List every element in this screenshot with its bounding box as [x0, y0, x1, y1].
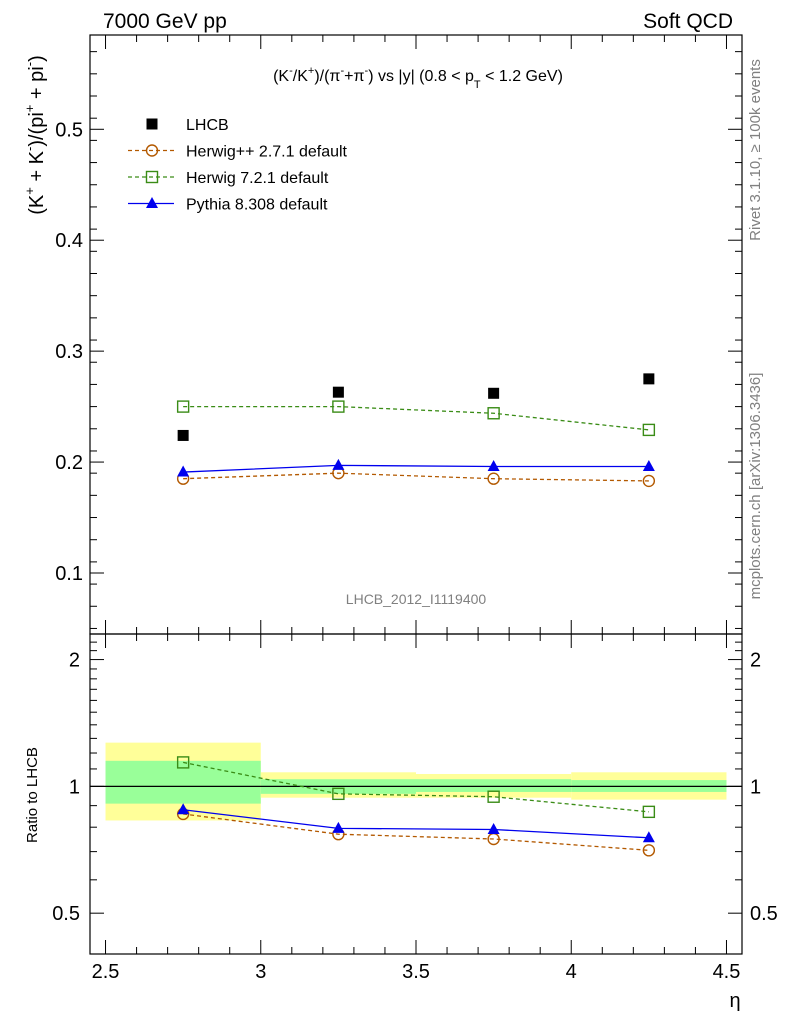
- main-ticks: 0.1 0.2 0.3 0.4 0.5: [55, 35, 742, 634]
- legend-label-herwig-7-2-1-default: Herwig 7.2.1 default: [186, 170, 329, 187]
- plot-title: (K-/K+)/(π-+π-) vs |y| (0.8 < pT < 1.2 G…: [273, 65, 563, 91]
- ratio-point-herwig-7-2-1-default: [642, 805, 656, 819]
- uncertainty-band-inner: [416, 779, 572, 792]
- data-point-herwig-7-2-1-default: [487, 407, 500, 420]
- legend-marker-herwig-2-7-1-default: [145, 144, 159, 157]
- legend-marker-herwig-7-2-1-default: [145, 170, 159, 184]
- data-point-lhcb: [488, 387, 500, 399]
- main-marks: [176, 373, 656, 488]
- data-point-pythia-8-308-default: [487, 460, 500, 472]
- ratio-point-herwig-7-2-1-default: [487, 790, 500, 803]
- data-point-herwig-2-7-1-default: [487, 472, 500, 485]
- ratio-y-tick-label-right: 2: [750, 650, 761, 672]
- header-left: 7000 GeV pp: [103, 10, 227, 33]
- data-point-lhcb: [643, 373, 655, 385]
- analysis-watermark: LHCB_2012_I1119400: [346, 591, 487, 607]
- header-right: Soft QCD: [643, 10, 733, 33]
- data-point-pythia-8-308-default: [642, 460, 655, 472]
- ratio-point-pythia-8-308-default: [332, 821, 345, 833]
- ratio-marks: [90, 742, 742, 857]
- ratio-line-pythia-8-308-default: [183, 809, 649, 839]
- main-panel: 0.1 0.2 0.3 0.4 0.5 (K-/K+)/(π-+π-) vs |y| (…: [22, 34, 743, 635]
- ratio-point-pythia-8-308-default: [642, 831, 655, 843]
- y-tick-label: 0.1: [55, 563, 83, 585]
- ratio-ylabel: Ratio to LHCB: [24, 747, 41, 843]
- series-line-pythia-8-308-default: [183, 464, 649, 473]
- ratio-y-tick-label-left: 2: [69, 650, 80, 672]
- mcplots-label: mcplots.cern.ch [arXiv:1306.3436]: [747, 373, 764, 600]
- ratio-point-herwig-7-2-1-default: [176, 756, 190, 769]
- ratio-point-pythia-8-308-default: [177, 803, 190, 815]
- x-tick-label: 3.5: [402, 961, 430, 983]
- ratio-point-herwig-2-7-1-default: [642, 844, 656, 857]
- legend-label-herwig-2-7-1-default: Herwig++ 2.7.1 default: [186, 144, 348, 161]
- main-ylabel: (K+ + K-)/(pi+ + pi-): [22, 55, 48, 215]
- legend-marker-lhcb: [146, 118, 158, 130]
- ratio-panel: 2.5 3 3.5 4 4.5 0.5 0.5 1 1 2 2 Ratio to LHCB η: [24, 633, 778, 1012]
- y-tick-label: 0.5: [55, 119, 83, 141]
- data-point-lhcb: [177, 429, 189, 441]
- x-tick-label: 2.5: [92, 961, 120, 983]
- x-tick-label: 3: [255, 961, 266, 983]
- ratio-point-pythia-8-308-default: [487, 822, 500, 834]
- data-point-herwig-7-2-1-default: [176, 400, 190, 413]
- x-tick-label: 4.5: [713, 961, 741, 983]
- data-point-lhcb: [332, 386, 344, 398]
- y-tick-label: 0.3: [55, 341, 83, 363]
- series-line-herwig-7-2-1-default: [183, 405, 649, 431]
- data-point-pythia-8-308-default: [177, 465, 190, 477]
- data-point-pythia-8-308-default: [332, 458, 345, 470]
- ratio-ticks: 2.5 3 3.5 4 4.5 0.5 0.5 1 1 2 2: [52, 634, 778, 983]
- ratio-line-herwig-2-7-1-default: [183, 813, 649, 851]
- x-tick-label: 4: [566, 961, 577, 983]
- rivet-label: Rivet 3.1.10, ≥ 100k events: [747, 59, 764, 241]
- legend: LHCB Herwig++ 2.7.1 default Herwig 7.2.1 d…: [128, 117, 348, 214]
- series-line-herwig-2-7-1-default: [183, 472, 649, 482]
- legend-label-lhcb: LHCB: [186, 117, 229, 134]
- legend-label-pythia-8-308-default: Pythia 8.308 default: [186, 197, 328, 214]
- ratio-point-herwig-7-2-1-default: [332, 787, 345, 801]
- ratio-y-tick-label-left: 0.5: [52, 903, 80, 925]
- data-point-herwig-2-7-1-default: [642, 474, 656, 488]
- ratio-y-tick-label-right: 1: [750, 776, 761, 798]
- data-point-herwig-7-2-1-default: [332, 400, 345, 413]
- data-point-herwig-7-2-1-default: [642, 423, 656, 437]
- ratio-y-tick-label-left: 1: [69, 776, 80, 798]
- y-tick-label: 0.4: [55, 230, 83, 252]
- legend-marker-pythia-8-308-default: [146, 197, 158, 208]
- ratio-y-tick-label-right: 0.5: [750, 903, 778, 925]
- x-axis-label: η: [729, 990, 740, 1012]
- y-tick-label: 0.2: [55, 452, 83, 474]
- ratio-line-herwig-7-2-1-default: [183, 761, 649, 813]
